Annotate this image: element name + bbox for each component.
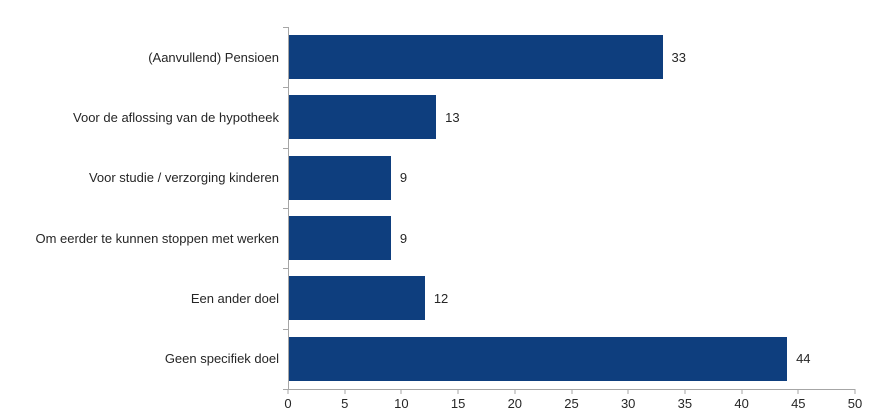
value-label: 33 xyxy=(671,49,687,65)
bar-track: 13 xyxy=(288,87,855,148)
x-axis-tick xyxy=(797,389,799,394)
bar-track: 33 xyxy=(288,27,855,88)
x-axis-tick xyxy=(741,389,743,394)
x-axis-tick xyxy=(344,389,346,394)
x-axis-tick-label: 45 xyxy=(791,396,806,411)
x-axis-tick-label: 20 xyxy=(507,396,523,411)
bar-track: 44 xyxy=(288,328,855,389)
bar-row: Geen specifiek doel 44 xyxy=(0,328,855,389)
x-axis-tick-label: 5 xyxy=(341,396,349,411)
bar xyxy=(289,336,788,381)
value-label: 9 xyxy=(399,170,408,186)
bar-row: Een ander doel 12 xyxy=(0,268,855,329)
category-label: Voor de aflossing van de hypotheek xyxy=(73,109,279,125)
bar xyxy=(289,35,663,80)
x-axis-tick-label: 40 xyxy=(734,396,749,411)
x-axis-tick xyxy=(854,389,856,394)
bar xyxy=(289,216,391,261)
x-axis-tick xyxy=(287,389,289,394)
x-axis: 0 5 10 15 20 25 30 35 40 45 50 xyxy=(283,389,862,414)
x-axis-tick-label: 50 xyxy=(847,396,863,411)
bar xyxy=(289,276,425,321)
x-axis-tick xyxy=(400,389,402,394)
bar-row: (Aanvullend) Pensioen 33 xyxy=(0,27,855,88)
category-label: Geen specifiek doel xyxy=(164,351,279,367)
x-axis-tick-label: 35 xyxy=(677,396,693,411)
value-label: 13 xyxy=(445,109,460,125)
category-label: Om eerder te kunnen stoppen met werken xyxy=(35,230,279,246)
value-label: 44 xyxy=(796,351,811,367)
bar-track: 9 xyxy=(288,147,855,208)
value-label: 12 xyxy=(433,290,449,306)
bar xyxy=(289,155,391,200)
x-axis-tick-label: 30 xyxy=(620,396,636,411)
x-axis-tick xyxy=(457,389,459,394)
category-label: Voor studie / verzorging kinderen xyxy=(88,170,279,186)
x-axis-tick xyxy=(571,389,572,394)
bar-row: Voor studie / verzorging kinderen 9 xyxy=(0,147,855,208)
bar-track: 12 xyxy=(288,268,855,329)
bar-rows: (Aanvullend) Pensioen 33 Voor de aflossing… xyxy=(0,27,855,389)
x-axis-tick xyxy=(684,389,686,394)
x-axis-tick xyxy=(514,389,516,394)
bar-row: Om eerder te kunnen stoppen met werken 9 xyxy=(0,207,855,269)
bar-row: Voor de aflossing van de hypotheek 13 xyxy=(0,87,855,148)
x-axis-tick-label: 25 xyxy=(564,396,579,411)
x-axis-tick-label: 15 xyxy=(450,396,466,411)
value-label: 9 xyxy=(399,230,408,246)
bar xyxy=(289,95,437,140)
x-axis-tick-label: 0 xyxy=(284,396,292,411)
category-label: Een ander doel xyxy=(190,290,279,306)
bar-track: 9 xyxy=(288,207,855,269)
x-axis-tick xyxy=(627,389,629,394)
x-axis-line xyxy=(283,389,855,390)
x-axis-ticks: 0 5 10 15 20 25 30 35 40 45 50 xyxy=(284,389,862,414)
x-axis-tick-label: 10 xyxy=(394,396,409,411)
category-label: (Aanvullend) Pensioen xyxy=(148,49,279,65)
